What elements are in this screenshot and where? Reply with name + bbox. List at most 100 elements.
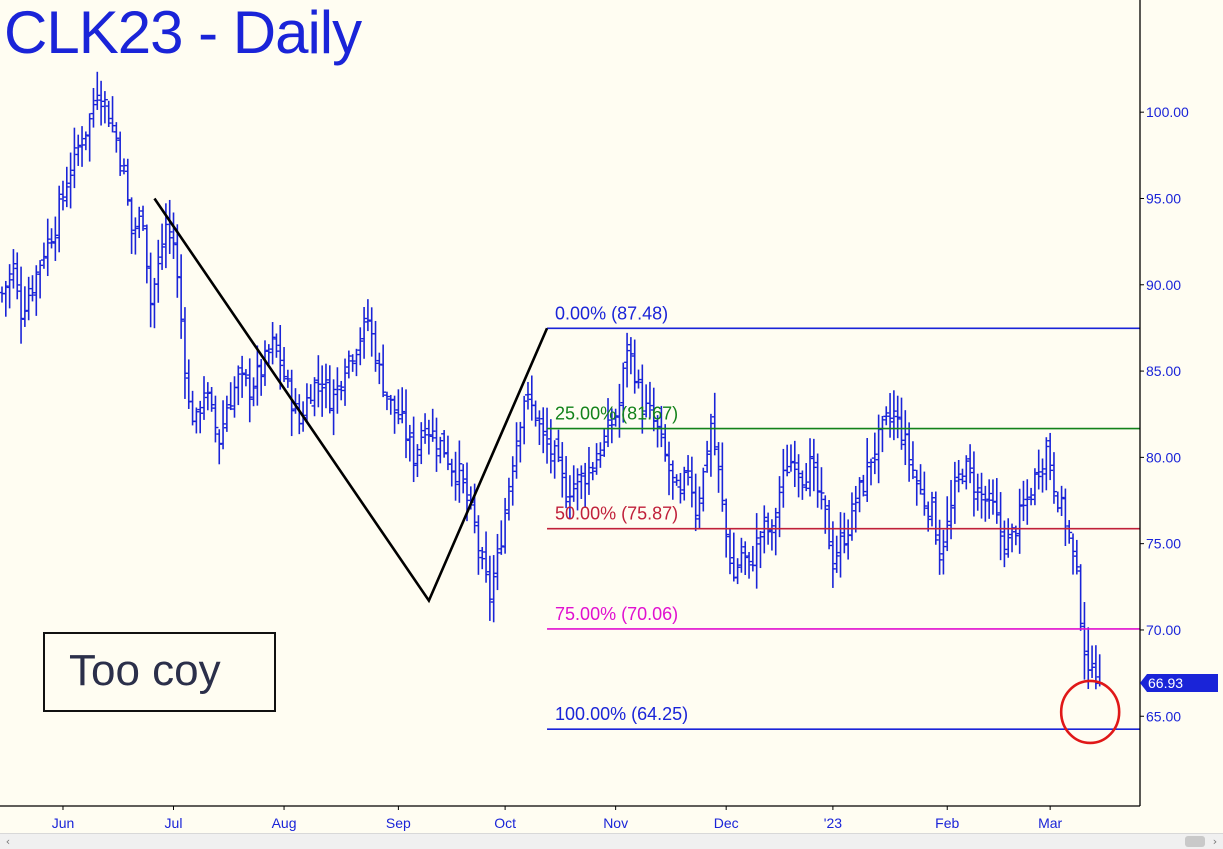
- ohlc-bar: [544, 407, 551, 464]
- ohlc-bar: [486, 555, 493, 621]
- ohlc-bar: [1058, 485, 1065, 517]
- ohlc-bar: [128, 197, 135, 254]
- ohlc-bar: [540, 407, 547, 454]
- ohlc-bar: [711, 392, 718, 456]
- ohlc-bar: [353, 348, 360, 377]
- ohlc-bar: [75, 134, 82, 166]
- ohlc-bar: [361, 307, 368, 359]
- scroll-left-icon[interactable]: ‹: [5, 835, 11, 848]
- fib-level-label: 50.00% (75.87): [555, 504, 678, 524]
- ohlc-bar: [909, 441, 916, 480]
- ohlc-bar: [894, 395, 901, 439]
- ohlc-bar: [1035, 449, 1042, 490]
- ohlc-bar: [21, 286, 28, 327]
- ohlc-bar: [944, 496, 951, 552]
- scroll-right-icon[interactable]: ›: [1212, 835, 1218, 848]
- ohlc-bar: [810, 438, 817, 492]
- ohlc-bar: [559, 442, 566, 498]
- ohlc-bar: [925, 501, 932, 532]
- ohlc-bar: [391, 395, 398, 434]
- ohlc-bar: [368, 307, 375, 357]
- ohlc-bar: [757, 530, 764, 569]
- ohlc-bar: [589, 462, 596, 481]
- fib-level-label: 100.00% (64.25): [555, 704, 688, 724]
- ohlc-bar: [1020, 480, 1027, 522]
- ohlc-bar: [837, 512, 844, 578]
- ohlc-bar: [601, 427, 608, 457]
- ohlc-bar: [250, 377, 257, 407]
- ohlc-bar: [433, 417, 440, 472]
- ohlc-bar: [483, 531, 490, 583]
- ohlc-bar: [563, 456, 570, 509]
- ohlc-bar: [113, 122, 120, 153]
- ohlc-bar: [528, 375, 535, 421]
- ohlc-bar: [372, 320, 379, 372]
- ohlc-bar: [37, 260, 44, 299]
- ohlc-bar: [681, 466, 688, 501]
- y-tick-label: 65.00: [1146, 708, 1181, 724]
- ohlc-bar: [822, 495, 829, 534]
- ohlc-bar: [646, 381, 653, 419]
- ohlc-bar: [498, 520, 505, 555]
- ohlc-bar: [662, 424, 669, 462]
- ohlc-bar: [235, 365, 242, 406]
- ohlc-bar: [59, 180, 66, 211]
- ohlc-bar: [1016, 488, 1023, 554]
- ohlc-bar: [582, 462, 589, 508]
- ohlc-bar: [883, 406, 890, 426]
- ohlc-bar: [67, 152, 74, 209]
- ohlc-bar: [654, 415, 661, 448]
- note-text: Too coy: [69, 646, 221, 695]
- y-tick-label: 75.00: [1146, 536, 1181, 552]
- ohlc-bar: [56, 185, 63, 253]
- ohlc-bar: [890, 390, 897, 441]
- ohlc-bar: [1031, 468, 1038, 506]
- ohlc-bar: [364, 299, 371, 332]
- ohlc-bar: [0, 286, 5, 303]
- ohlc-bar: [44, 218, 51, 277]
- ohlc-bar: [715, 442, 722, 493]
- ohlc-bar: [338, 380, 345, 401]
- ohlc-bar: [14, 252, 21, 300]
- ohlc-bar: [726, 528, 733, 575]
- ohlc-bar: [624, 332, 631, 388]
- ohlc-bar: [887, 393, 894, 438]
- ohlc-bar: [33, 265, 40, 316]
- ohlc-bar: [536, 410, 543, 446]
- ohlc-bar: [845, 519, 852, 560]
- ohlc-bar: [787, 444, 794, 472]
- ohlc-bar: [555, 429, 562, 463]
- ohlc-bar: [959, 468, 966, 485]
- ohlc-bar: [685, 455, 692, 486]
- ohlc-bar: [803, 463, 810, 492]
- ohlc-bar: [585, 446, 592, 495]
- ohlc-bar: [452, 451, 459, 501]
- scroll-thumb[interactable]: [1185, 836, 1205, 847]
- ohlc-bar: [349, 354, 356, 372]
- ohlc-bar: [357, 327, 364, 366]
- ohlc-bar: [6, 264, 13, 309]
- ohlc-bar: [780, 448, 787, 508]
- ohlc-bar: [1073, 539, 1080, 575]
- ohlc-bar: [170, 212, 177, 259]
- horizontal-scrollbar[interactable]: ‹ ›: [0, 833, 1223, 849]
- ohlc-bar: [509, 456, 516, 506]
- ohlc-bar: [906, 422, 913, 482]
- ohlc-bar: [223, 395, 230, 432]
- ohlc-bar: [1001, 520, 1008, 568]
- ohlc-bar: [342, 358, 349, 406]
- ohlc-bar: [40, 242, 47, 269]
- ohlc-bar: [330, 379, 337, 436]
- ohlc-bar: [471, 483, 478, 534]
- ohlc-bar: [631, 339, 638, 394]
- ohlc-bar: [120, 158, 127, 175]
- ohlc-bar: [902, 410, 909, 466]
- ohlc-bar: [879, 415, 886, 453]
- ohlc-bar: [319, 365, 326, 417]
- ohlc-bar: [406, 424, 413, 462]
- ohlc-bar: [86, 113, 93, 162]
- ohlc-bar: [124, 158, 131, 206]
- ohlc-bar: [90, 87, 97, 128]
- ohlc-bar: [746, 551, 753, 579]
